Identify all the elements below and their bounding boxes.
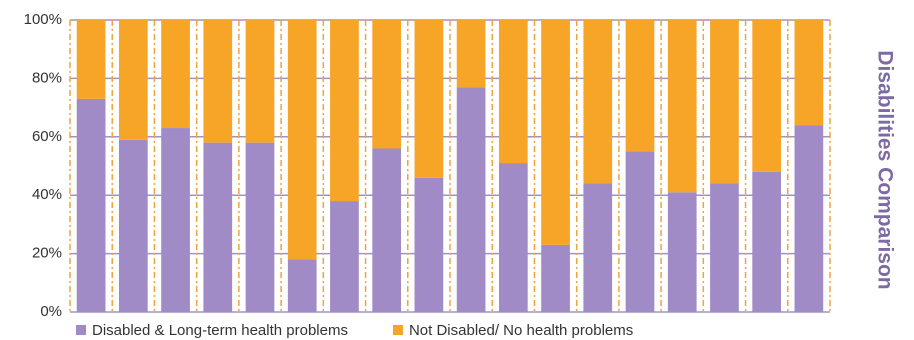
bar-segment: [498, 20, 528, 164]
bar-segment: [330, 201, 359, 312]
bar-segment: [161, 20, 190, 129]
legend-swatch: [76, 325, 86, 335]
y-tick-label: 80%: [32, 69, 62, 86]
bar-segment: [76, 98, 106, 312]
y-tick-label: 0%: [40, 303, 62, 320]
bar-segment: [752, 171, 782, 312]
bar-segment: [710, 20, 739, 184]
bar-segment: [372, 20, 402, 149]
legend-swatch: [392, 325, 403, 335]
bar-segment: [287, 259, 317, 312]
bar-segment: [372, 148, 402, 312]
legend-label: Disabled & Long-term health problems: [92, 322, 348, 339]
bar-segment: [498, 163, 528, 312]
bar-segment: [583, 183, 613, 312]
bar-segment: [330, 20, 359, 202]
bar-segment: [456, 20, 486, 88]
bar-segment: [414, 20, 444, 178]
bar-segment: [245, 20, 275, 143]
bar-segment: [245, 142, 275, 312]
y-tick-label: 100%: [24, 11, 62, 28]
bar-segment: [203, 142, 233, 312]
bar-segment: [118, 139, 148, 312]
bar-segment: [541, 20, 570, 245]
bar-segment: [203, 20, 233, 143]
bar-segment: [794, 20, 824, 126]
bar-segment: [625, 151, 655, 312]
bar-segment: [541, 244, 570, 312]
bar-segment: [118, 20, 148, 140]
bar-segment: [667, 20, 697, 193]
bar-segment: [794, 125, 824, 313]
y-tick-label: 20%: [32, 245, 62, 262]
bar-segment: [287, 20, 317, 260]
y-tick-label: 40%: [32, 186, 62, 203]
bar-segment: [667, 192, 697, 312]
bar-segment: [76, 20, 106, 99]
bar-segment: [752, 20, 782, 172]
bar-segment: [456, 87, 486, 312]
bar-segment: [414, 177, 444, 312]
chart-title: Disabilities Comparison: [873, 50, 896, 289]
bar-segment: [161, 128, 190, 312]
y-tick-label: 60%: [32, 128, 62, 145]
bar-segment: [583, 20, 613, 184]
bar-segment: [710, 183, 739, 312]
legend-label: Not Disabled/ No health problems: [409, 322, 633, 339]
bar-segment: [625, 20, 655, 152]
